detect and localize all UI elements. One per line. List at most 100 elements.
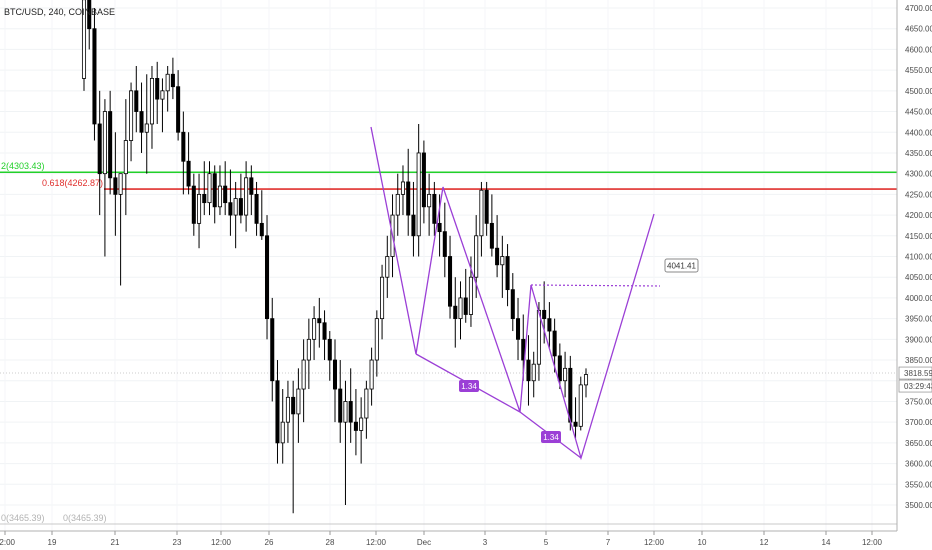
candle-body [139,111,144,133]
fibonacci-levels: 2(4303.43) 0.618(4262.87) 0(3465.39) 0(3465… [0,161,897,525]
fib-level-0-label-2: 0(3465.39) [63,513,107,523]
candle-body [353,421,358,431]
candle-body [327,338,332,361]
candle-body [264,235,270,320]
candle-body [228,202,233,216]
candle-body [526,359,531,382]
candle [453,277,458,348]
ratio-badge-1[interactable]: 1.34 [459,380,479,392]
time-tick-label: 3 [483,538,488,547]
candle-body [197,193,202,224]
price-tick-label: 4500.00 [905,87,932,96]
candle [301,339,306,423]
candle-body [531,363,536,382]
price-tick-label: 4150.00 [905,232,932,241]
candle [495,215,500,278]
candle-body [374,318,379,361]
candle [270,297,275,402]
candle-body [557,355,562,382]
candle [108,90,113,195]
candle-body [233,198,238,216]
candle-body [249,177,254,195]
candle [181,111,186,195]
fib-level-0-label: 0(3465.39) [1,513,45,523]
candle [296,368,301,443]
price-tick-label: 4050.00 [905,273,932,282]
candle [458,281,463,340]
time-tick-label: 21 [111,538,120,547]
candle [573,397,578,439]
time-tick-label: 5 [544,538,549,547]
harmonic-pattern-drawing: 1.34 1.34 4041.41 [370,126,699,461]
candle-body [552,330,557,357]
candlestick-series [81,0,589,514]
candle [191,173,196,236]
candle [369,347,374,406]
candle [97,90,102,216]
last-price-tag: 3818.59 [898,366,932,380]
price-tick-label: 4300.00 [905,170,932,179]
candle-body [270,318,275,382]
candle [380,264,385,340]
candle [583,368,589,398]
candle [212,165,217,224]
price-tick-label: 3850.00 [905,356,932,365]
price-tick-label: 4400.00 [905,128,932,137]
candle [238,173,243,224]
price-tick-label: 4200.00 [905,211,932,220]
ratio-badge-2[interactable]: 1.34 [541,431,561,443]
time-tick-label: 14 [822,538,831,547]
candle [160,78,165,133]
candle [207,161,212,216]
candle [87,0,92,50]
candle-body [108,111,113,179]
candle-body [322,322,327,340]
candle-body [474,235,479,278]
fib-level-0618-label: 0.618(4262.87) [42,178,103,188]
candle-body [87,0,92,30]
candle [442,202,447,278]
candle-body [421,152,426,208]
candle-body [406,181,411,216]
price-callout[interactable]: 4041.41 [664,258,699,273]
candle [547,302,552,348]
candle [170,57,175,100]
candle [202,161,207,216]
price-tick-label: 3550.00 [905,480,932,489]
candle-body [400,181,406,195]
candle [259,190,264,240]
candle-body [223,185,228,204]
candle-body [427,193,432,208]
candle [165,65,170,112]
candle [322,310,327,361]
candle [244,161,249,232]
candle [359,397,364,464]
candle-body [301,359,306,390]
last-price-value: 3818.59 [904,369,932,378]
price-tick-label: 4700.00 [905,4,932,13]
candle-body [92,28,97,125]
candle [400,165,406,216]
candle [374,310,379,377]
time-tick-label: 12 [760,538,769,547]
candle [327,331,332,381]
candle [233,181,238,249]
candle [264,215,270,340]
candle [578,376,583,431]
fib-level-2-label: 2(4303.43) [1,161,45,171]
time-axis: 12:00 19 21 23 12:00 26 28 12:00 Dec 3 5 7 12:00 10 12… [0,530,897,547]
time-tick-label: 23 [173,538,182,547]
candle-body [542,309,547,320]
candle [411,181,416,257]
candle [123,99,128,216]
time-tick-label: Dec [417,538,431,547]
price-tick-label: 3900.00 [905,335,932,344]
candle-body [170,73,175,88]
candle-body [448,256,453,307]
price-tick-label: 3650.00 [905,439,932,448]
candle-body [442,231,447,257]
candle-body [275,380,280,444]
candle-body [500,256,505,266]
candle-body [479,189,484,237]
